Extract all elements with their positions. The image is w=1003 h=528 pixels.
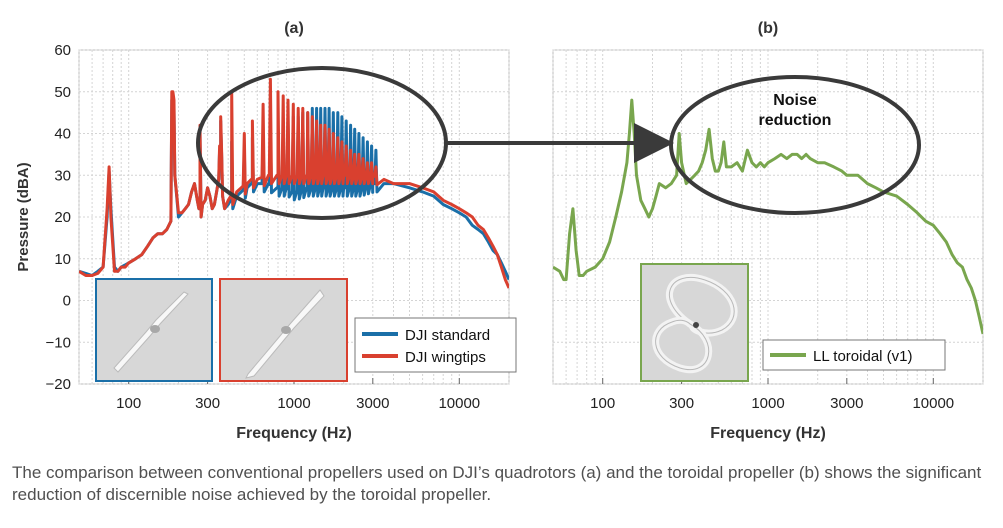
panel-b-x-axis-label: Frequency (Hz) xyxy=(710,425,826,442)
x-tick-label: 1000 xyxy=(751,395,784,412)
y-tick-label: 0 xyxy=(63,293,71,310)
noise-reduction-label-line2: reduction xyxy=(759,112,832,129)
x-tick-label: 3000 xyxy=(830,395,863,412)
panel-b-legend: LL toroidal (v1) xyxy=(762,339,946,371)
panel-b: (b) 100 300 1000 3000 10000 Noise reduction xyxy=(552,20,984,442)
x-tick-label: 100 xyxy=(116,395,141,412)
panel-a-legend: DJI standard DJI wingtips xyxy=(354,317,517,373)
noise-reduction-label-line1: Noise xyxy=(773,92,817,109)
x-tick-label: 3000 xyxy=(356,395,389,412)
y-tick-label: −20 xyxy=(46,376,71,393)
x-tick-label: 100 xyxy=(590,395,615,412)
x-tick-label: 10000 xyxy=(438,395,480,412)
y-tick-label: 50 xyxy=(54,84,71,101)
panel-a-x-axis-label: Frequency (Hz) xyxy=(236,425,352,442)
comparison-chart-svg: (a) 100 300 1000 3000 10000 −20 −10 0 10 20 30 40 50… xyxy=(15,20,984,442)
panel-a-series xyxy=(79,77,509,289)
ll-toroidal-inset xyxy=(640,263,749,382)
y-tick-label: 60 xyxy=(54,42,71,59)
y-tick-label: 40 xyxy=(54,126,71,143)
panel-b-ticks: 100 300 1000 3000 10000 xyxy=(590,378,954,412)
panel-a-ticks: 100 300 1000 3000 10000 −20 −10 0 10 20 30 40 50 60 xyxy=(46,42,481,412)
panel-a-y-axis-label: Pressure (dBA) xyxy=(15,162,32,271)
panel-a: (a) 100 300 1000 3000 10000 −20 −10 0 10 20 30 40 50… xyxy=(15,20,517,442)
series-line-ll-toroidal-v1- xyxy=(553,98,983,335)
legend-label-dji-wingtips: DJI wingtips xyxy=(405,349,486,366)
x-tick-label: 1000 xyxy=(277,395,310,412)
figure-caption: The comparison between conventional prop… xyxy=(12,463,982,504)
ll-toroidal-propeller-image xyxy=(652,273,738,374)
legend-label-ll-toroidal: LL toroidal (v1) xyxy=(813,348,913,365)
x-tick-label: 300 xyxy=(195,395,220,412)
panel-b-series xyxy=(553,98,983,335)
legend-label-dji-standard: DJI standard xyxy=(405,327,490,344)
dji-wingtips-inset xyxy=(219,278,348,382)
panel-a-title: (a) xyxy=(284,20,304,37)
y-tick-label: 10 xyxy=(54,251,71,268)
y-tick-label: 20 xyxy=(54,209,71,226)
y-tick-label: 30 xyxy=(54,167,71,184)
x-tick-label: 300 xyxy=(669,395,694,412)
series-line-dji-wingtips xyxy=(79,77,509,289)
panel-b-title: (b) xyxy=(758,20,778,37)
dji-standard-inset xyxy=(95,278,213,382)
y-tick-label: −10 xyxy=(46,334,71,351)
x-tick-label: 10000 xyxy=(912,395,954,412)
panel-b-plot-area xyxy=(552,49,984,385)
